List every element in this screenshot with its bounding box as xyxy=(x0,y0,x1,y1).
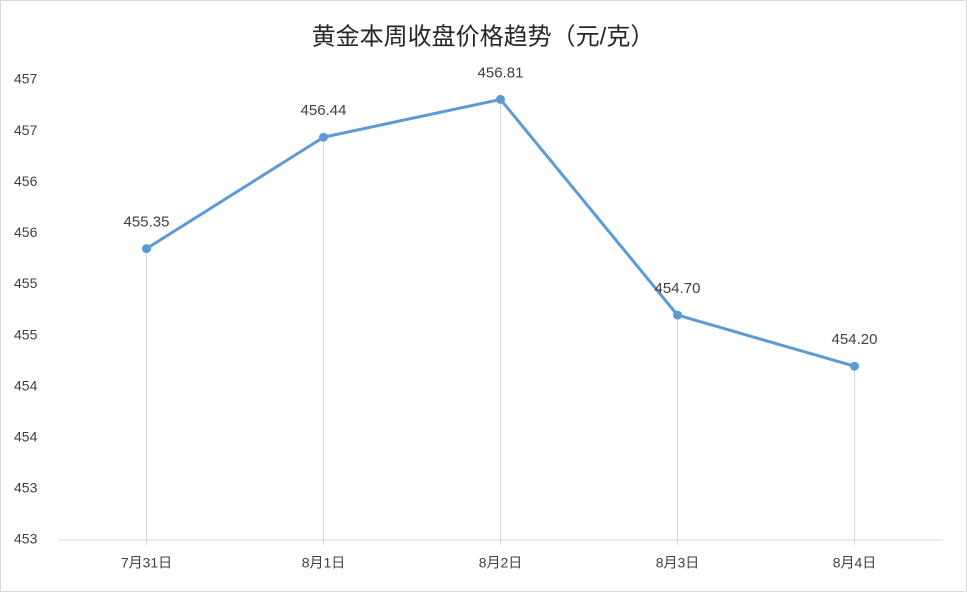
y-tick-label: 455 xyxy=(14,326,38,342)
x-tick-label: 8月1日 xyxy=(302,555,346,571)
y-tick-label: 453 xyxy=(14,531,38,547)
y-tick-label: 454 xyxy=(14,377,38,393)
y-tick-label: 454 xyxy=(14,428,38,444)
data-label: 454.20 xyxy=(832,331,878,348)
x-tick-label: 8月4日 xyxy=(833,555,877,571)
y-tick-label: 455 xyxy=(14,275,38,291)
x-tick-label: 7月31日 xyxy=(121,555,172,571)
data-label: 456.81 xyxy=(478,64,524,81)
data-label: 455.35 xyxy=(124,214,170,231)
y-tick-label: 457 xyxy=(14,122,38,138)
data-label: 454.70 xyxy=(655,280,701,297)
data-point xyxy=(496,94,505,104)
y-tick-label: 456 xyxy=(14,173,38,189)
y-tick-label: 456 xyxy=(14,224,38,240)
y-tick-label: 457 xyxy=(14,71,38,87)
data-point xyxy=(850,361,859,371)
data-point xyxy=(673,310,682,320)
data-point xyxy=(319,132,328,142)
x-tick-label: 8月3日 xyxy=(656,555,700,571)
y-tick-label: 453 xyxy=(14,480,38,496)
data-point xyxy=(142,244,151,254)
x-tick-label: 8月2日 xyxy=(479,555,523,571)
data-label: 456.44 xyxy=(301,102,347,119)
chart-title: 黄金本周收盘价格趋势（元/克） xyxy=(312,23,655,50)
